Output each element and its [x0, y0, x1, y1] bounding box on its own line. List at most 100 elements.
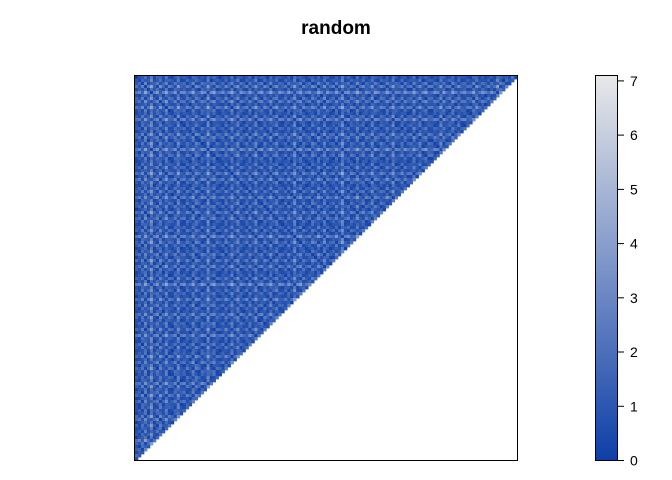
- heatmap-cell: [188, 136, 193, 140]
- heatmap-cell: [191, 127, 196, 131]
- heatmap-cell: [269, 109, 273, 113]
- heatmap-cell: [221, 211, 225, 215]
- heatmap-cell: [278, 145, 282, 149]
- heatmap-cell: [346, 142, 351, 146]
- heatmap-cell: [179, 103, 184, 107]
- heatmap-cell: [251, 172, 255, 176]
- heatmap-cell: [427, 109, 431, 113]
- heatmap-cell: [140, 91, 145, 95]
- heatmap-cell: [430, 151, 434, 155]
- heatmap-cell: [412, 172, 416, 176]
- heatmap-cell: [299, 157, 303, 161]
- heatmap-cell: [212, 214, 216, 218]
- heatmap-cell: [179, 124, 184, 128]
- heatmap-cell: [394, 79, 399, 83]
- heatmap-cell: [299, 175, 303, 179]
- heatmap-cell: [233, 115, 237, 119]
- heatmap-cell: [400, 88, 404, 92]
- heatmap-cell: [263, 148, 267, 152]
- heatmap-cell: [287, 154, 291, 158]
- heatmap-cell: [137, 151, 142, 155]
- heatmap-cell: [376, 109, 381, 113]
- heatmap-cell: [290, 175, 294, 179]
- heatmap-cell: [364, 136, 369, 140]
- heatmap-cell: [343, 109, 348, 113]
- heatmap-cell: [191, 151, 196, 155]
- heatmap-cell: [173, 94, 178, 98]
- heatmap-cell: [155, 214, 160, 218]
- heatmap-cell: [397, 76, 402, 80]
- heatmap-cell: [146, 97, 151, 101]
- heatmap-cell: [352, 178, 357, 182]
- heatmap-cell: [224, 217, 228, 221]
- heatmap-cell: [355, 106, 360, 110]
- heatmap-cell: [167, 88, 172, 92]
- heatmap-cell: [173, 178, 178, 182]
- heatmap-cell: [281, 154, 285, 158]
- heatmap-cell: [257, 91, 261, 95]
- heatmap-cell: [436, 142, 440, 146]
- heatmap-cell: [275, 139, 279, 143]
- heatmap-cell: [299, 202, 303, 206]
- heatmap-cell: [185, 163, 190, 167]
- heatmap-cell: [182, 190, 187, 194]
- heatmap-cell: [272, 205, 276, 209]
- heatmap-cell: [161, 151, 166, 155]
- heatmap-cell: [200, 169, 205, 173]
- heatmap-cell: [197, 148, 202, 152]
- heatmap-cell: [182, 103, 187, 107]
- heatmap-cell: [352, 127, 357, 131]
- heatmap-cell: [340, 109, 345, 113]
- heatmap-cell: [340, 202, 345, 206]
- heatmap-cell: [311, 79, 315, 83]
- heatmap-cell: [421, 100, 425, 104]
- heatmap-cell: [379, 163, 384, 167]
- heatmap-cell: [424, 139, 428, 143]
- heatmap-cell: [379, 193, 384, 197]
- heatmap-cell: [146, 202, 151, 206]
- heatmap-cell: [185, 202, 190, 206]
- heatmap-cell: [397, 178, 402, 182]
- heatmap-cell: [206, 217, 211, 221]
- heatmap-cell: [218, 100, 222, 104]
- heatmap-cell: [215, 151, 219, 155]
- heatmap-cell: [367, 154, 372, 158]
- heatmap-cell: [340, 94, 345, 98]
- heatmap-cell: [421, 91, 425, 95]
- heatmap-cell: [385, 139, 390, 143]
- heatmap-cell: [499, 76, 503, 80]
- heatmap-cell: [167, 85, 172, 89]
- heatmap-cell: [167, 214, 172, 218]
- heatmap-cell: [239, 118, 243, 122]
- heatmap-cell: [272, 211, 276, 215]
- heatmap-cell: [287, 190, 291, 194]
- heatmap-cell: [334, 208, 339, 212]
- heatmap-cell: [311, 184, 315, 188]
- heatmap-cell: [364, 88, 369, 92]
- heatmap-cell: [314, 193, 318, 197]
- heatmap-cell: [406, 109, 410, 113]
- heatmap-cell: [203, 85, 208, 89]
- heatmap-cell: [346, 94, 351, 98]
- heatmap-cell: [311, 208, 315, 212]
- heatmap-cell: [209, 202, 213, 206]
- heatmap-cell: [328, 148, 333, 152]
- heatmap-cell: [182, 163, 187, 167]
- heatmap-cell: [254, 166, 258, 170]
- heatmap-cell: [391, 103, 396, 107]
- heatmap-cell: [221, 115, 225, 119]
- heatmap-cell: [475, 103, 479, 107]
- heatmap-cell: [445, 130, 449, 134]
- heatmap-cell: [403, 130, 407, 134]
- heatmap-cell: [239, 208, 243, 212]
- heatmap-cell: [415, 76, 419, 80]
- heatmap-cell: [215, 127, 219, 131]
- heatmap-cell: [254, 100, 258, 104]
- heatmap-cell: [445, 145, 449, 149]
- heatmap-cell: [149, 202, 154, 206]
- heatmap-cell: [284, 205, 288, 209]
- heatmap-cell: [299, 118, 303, 122]
- heatmap-cell: [191, 130, 196, 134]
- heatmap-cell: [221, 199, 225, 203]
- heatmap-cell: [400, 100, 404, 104]
